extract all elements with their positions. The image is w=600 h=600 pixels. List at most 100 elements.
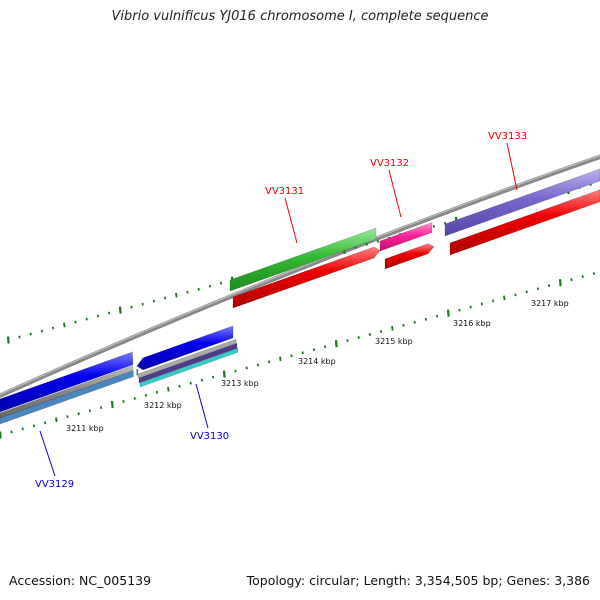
minor-tick — [323, 345, 327, 349]
minor-tick — [175, 292, 178, 298]
minor-tick — [77, 412, 80, 416]
accession-label: Accession: NC_005139 — [9, 573, 152, 588]
minor-tick — [503, 295, 506, 301]
gene-label-vv3133: VV3133 — [488, 131, 527, 142]
map-title: Vibrio vulnificus YJ016 chromosome I, co… — [111, 9, 489, 24]
minor-tick — [525, 290, 528, 294]
minor-tick — [301, 351, 304, 355]
lower-tick-row — [0, 272, 596, 439]
cds-bar-vv3129 — [0, 351, 134, 413]
minor-tick — [21, 427, 24, 431]
minor-tick — [536, 287, 540, 291]
minor-tick — [133, 396, 136, 400]
minor-tick — [346, 339, 349, 343]
minor-tick — [55, 417, 58, 423]
minor-tick — [197, 287, 200, 291]
backbone-layer — [0, 154, 600, 399]
label-layer: 3211 kbp 3212 kbp 3213 kbp 3214 kbp 3215 kbp… — [35, 131, 569, 490]
minor-tick — [391, 326, 394, 331]
gene-bar-vv3132 — [379, 222, 433, 252]
minor-tick — [365, 242, 368, 246]
minor-tick — [570, 278, 573, 282]
tick-label-3212-kbp: 3212 kbp — [144, 401, 182, 410]
minor-tick — [152, 299, 156, 303]
minor-tick — [122, 400, 125, 403]
major-tick — [110, 400, 114, 409]
backbone-highlight — [0, 154, 600, 396]
leader-line-vv3130 — [195, 383, 209, 429]
minor-tick — [96, 314, 100, 318]
gene-label-vv3131: VV3131 — [265, 186, 304, 197]
gene-label-vv3129: VV3129 — [35, 479, 74, 490]
minor-tick — [130, 305, 133, 309]
minor-tick — [10, 430, 13, 434]
gene-bar-vv3131 — [229, 227, 377, 292]
major-tick — [222, 370, 226, 378]
topology-label: Topology: circular; Length: 3,354,505 bp… — [246, 573, 590, 588]
gene-bar-vv3130 — [139, 347, 239, 388]
minor-tick — [40, 329, 44, 333]
reverse-genes — [0, 325, 239, 425]
gene-label-vv3132: VV3132 — [370, 158, 409, 169]
gene-layer — [0, 168, 600, 425]
minor-tick — [200, 378, 204, 382]
gene-bar-vv3133 — [444, 168, 600, 237]
minor-tick — [245, 366, 248, 370]
minor-tick — [144, 393, 148, 397]
minor-tick — [107, 311, 111, 315]
major-tick — [118, 306, 122, 314]
minor-tick — [458, 308, 461, 312]
minor-tick — [279, 356, 282, 362]
minor-tick — [267, 360, 271, 364]
minor-tick — [547, 284, 551, 288]
minor-tick — [63, 322, 66, 328]
minor-tick — [592, 272, 596, 276]
minor-tick — [581, 275, 584, 279]
tick-label-3216-kbp: 3216 kbp — [453, 319, 491, 328]
leader-line-vv3132 — [388, 169, 402, 218]
minor-tick — [29, 332, 32, 336]
minor-tick — [43, 421, 47, 425]
minor-tick — [88, 409, 92, 413]
cds-bar-vv3131 — [232, 246, 381, 309]
major-tick — [558, 279, 562, 287]
gene-bar-vv3129-grey — [0, 364, 137, 419]
minor-tick — [186, 290, 189, 294]
tick-label-3214-kbp: 3214 kbp — [298, 357, 336, 366]
gene-gap — [132, 351, 138, 396]
minor-tick — [219, 281, 223, 285]
minor-tick — [51, 326, 55, 330]
minor-tick — [480, 302, 484, 306]
minor-tick — [514, 293, 517, 297]
minor-tick — [155, 390, 159, 394]
cds-bar-vv3133 — [449, 189, 600, 256]
minor-tick — [189, 381, 192, 385]
minor-tick — [234, 369, 237, 373]
leader-line-vv3129 — [39, 430, 56, 477]
major-tick — [334, 340, 338, 348]
minor-tick — [74, 320, 77, 324]
minor-tick — [178, 384, 181, 388]
minor-tick — [141, 302, 144, 306]
minor-tick — [491, 299, 495, 303]
minor-tick — [66, 415, 69, 419]
minor-tick — [208, 284, 212, 288]
minor-tick — [99, 406, 103, 410]
minor-tick — [312, 348, 316, 352]
minor-tick — [376, 239, 380, 243]
chromosome-backbone — [0, 154, 600, 399]
minor-tick — [163, 296, 167, 300]
major-tick — [6, 336, 10, 344]
minor-tick — [167, 386, 170, 392]
leader-line-vv3133 — [506, 142, 518, 191]
minor-tick — [469, 305, 472, 309]
tick-label-3211-kbp: 3211 kbp — [66, 424, 104, 433]
cds-bar-vv3132 — [384, 243, 435, 270]
minor-tick — [368, 333, 372, 336]
cds-bar-vv3130 — [136, 325, 234, 371]
minor-tick — [424, 317, 428, 321]
minor-tick — [379, 329, 383, 333]
forward-genes — [229, 168, 600, 309]
tick-label-3213-kbp: 3213 kbp — [221, 379, 259, 388]
